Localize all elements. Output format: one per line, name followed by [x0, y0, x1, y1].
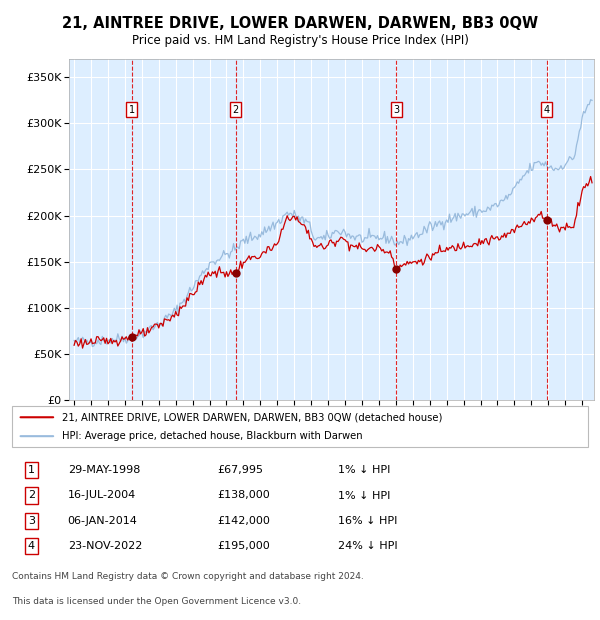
- Text: 1% ↓ HPI: 1% ↓ HPI: [338, 465, 391, 475]
- Text: 24% ↓ HPI: 24% ↓ HPI: [338, 541, 398, 551]
- Text: 21, AINTREE DRIVE, LOWER DARWEN, DARWEN, BB3 0QW: 21, AINTREE DRIVE, LOWER DARWEN, DARWEN,…: [62, 16, 538, 30]
- FancyBboxPatch shape: [12, 406, 588, 447]
- Text: Price paid vs. HM Land Registry's House Price Index (HPI): Price paid vs. HM Land Registry's House …: [131, 34, 469, 47]
- Text: 21, AINTREE DRIVE, LOWER DARWEN, DARWEN, BB3 0QW (detached house): 21, AINTREE DRIVE, LOWER DARWEN, DARWEN,…: [62, 412, 442, 422]
- Text: HPI: Average price, detached house, Blackburn with Darwen: HPI: Average price, detached house, Blac…: [62, 431, 362, 441]
- Text: Contains HM Land Registry data © Crown copyright and database right 2024.: Contains HM Land Registry data © Crown c…: [12, 572, 364, 581]
- Text: 1: 1: [28, 465, 35, 475]
- Text: This data is licensed under the Open Government Licence v3.0.: This data is licensed under the Open Gov…: [12, 597, 301, 606]
- Text: 2: 2: [28, 490, 35, 500]
- Text: 3: 3: [28, 516, 35, 526]
- Text: 06-JAN-2014: 06-JAN-2014: [68, 516, 137, 526]
- Text: 3: 3: [393, 105, 399, 115]
- Text: 4: 4: [28, 541, 35, 551]
- Text: 23-NOV-2022: 23-NOV-2022: [68, 541, 142, 551]
- Text: £67,995: £67,995: [218, 465, 263, 475]
- Text: 29-MAY-1998: 29-MAY-1998: [68, 465, 140, 475]
- Text: 16% ↓ HPI: 16% ↓ HPI: [338, 516, 398, 526]
- Text: £138,000: £138,000: [218, 490, 271, 500]
- Text: £195,000: £195,000: [218, 541, 271, 551]
- Text: 1: 1: [129, 105, 135, 115]
- Text: 4: 4: [544, 105, 550, 115]
- Text: 2: 2: [233, 105, 239, 115]
- Text: 1% ↓ HPI: 1% ↓ HPI: [338, 490, 391, 500]
- Text: 16-JUL-2004: 16-JUL-2004: [68, 490, 136, 500]
- Text: £142,000: £142,000: [218, 516, 271, 526]
